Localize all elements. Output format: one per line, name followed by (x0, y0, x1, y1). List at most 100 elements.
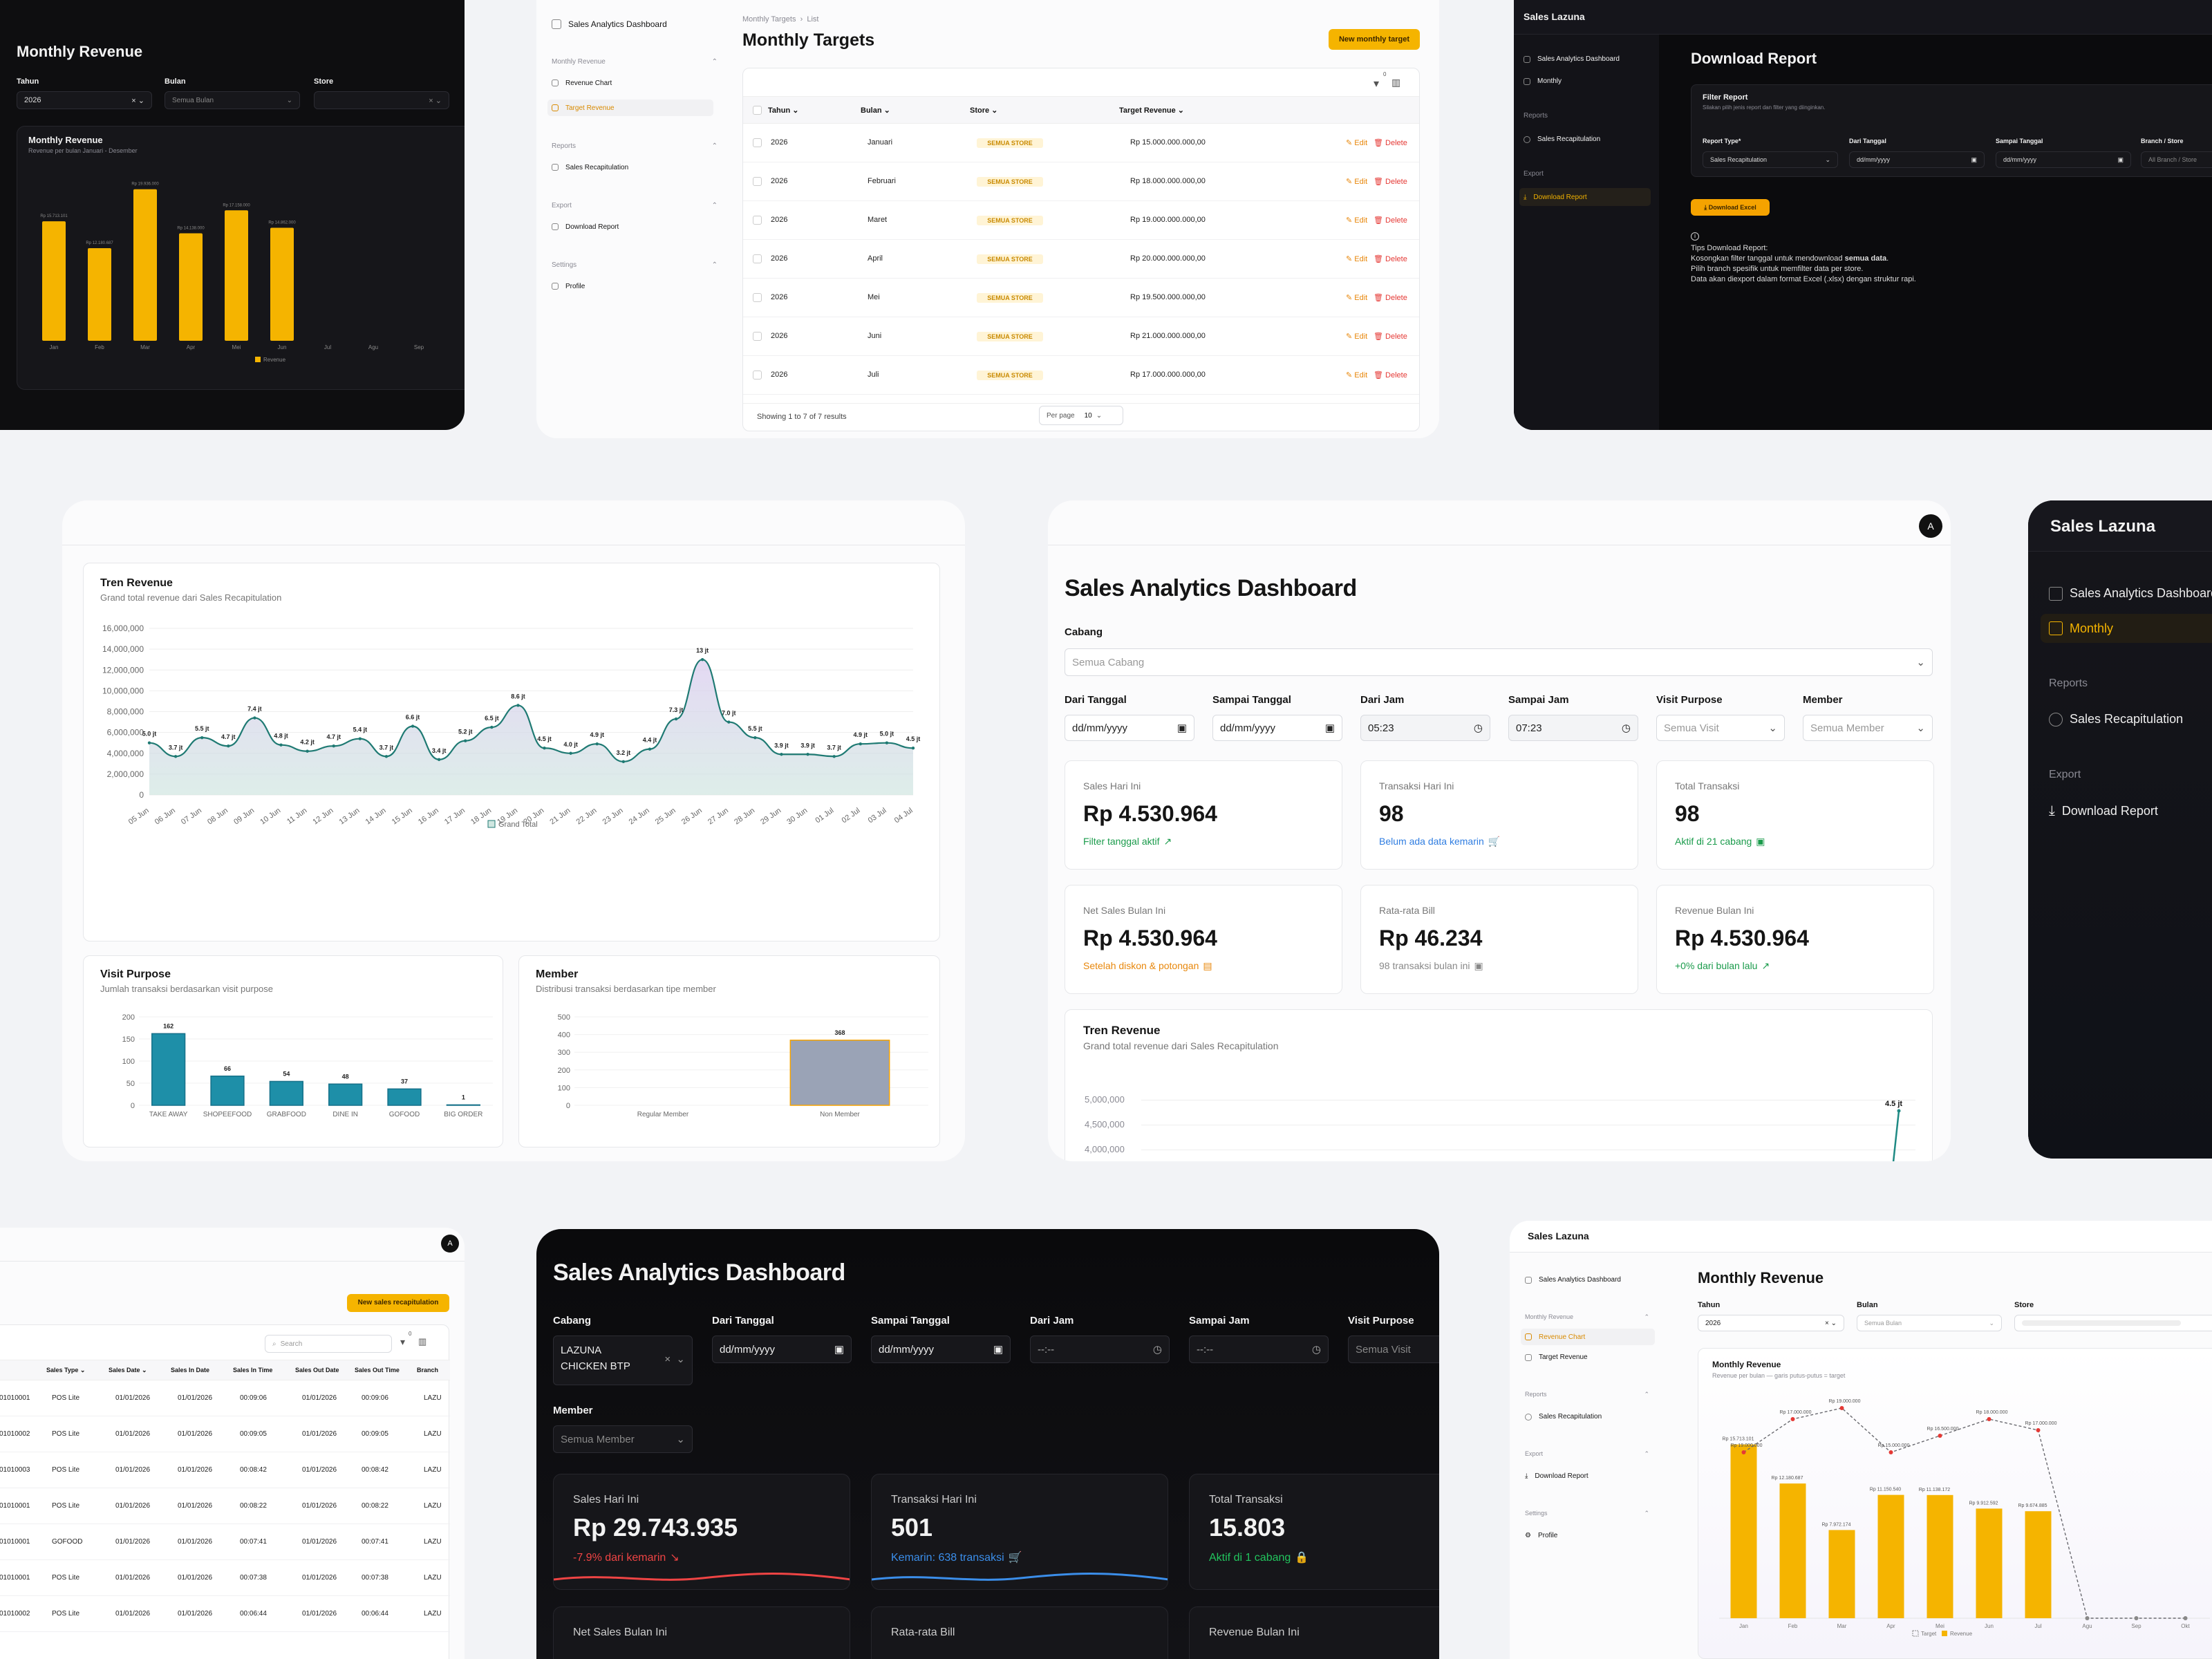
columns-icon[interactable]: ▥ (418, 1336, 427, 1347)
search-input[interactable]: ⌕ Search (265, 1335, 392, 1353)
nav-recap[interactable]: Sales Recapitulation (1525, 1413, 1602, 1421)
nav-group-1[interactable]: Reports ⌃ (552, 142, 718, 150)
columns-icon[interactable]: ▥ (1391, 77, 1401, 88)
calendar-icon[interactable]: ▣ (1177, 722, 1187, 734)
table-row[interactable]: 2026 Januari SEMUA STORE Rp 15.000.000.000,… (743, 124, 1419, 162)
nav-item[interactable]: Target Revenue (547, 100, 713, 116)
table-row[interactable]: 2026 Juni SEMUA STORE Rp 21.000.000.000,00 ✎… (743, 317, 1419, 356)
calendar-icon[interactable]: ▣ (2117, 156, 2124, 163)
table-row[interactable]: 01010002 POS Lite 01/01/2026 01/01/2026 00:0… (0, 1416, 450, 1452)
from-date-input[interactable]: dd/mm/yyyy ▣ (712, 1335, 852, 1363)
nav-item[interactable]: Revenue Chart (552, 75, 718, 91)
row-checkbox[interactable] (753, 371, 762, 379)
breadcrumb-monthly-targets[interactable]: Monthly Targets (742, 15, 796, 24)
edit-link[interactable]: ✎ Edit (1346, 254, 1367, 263)
member-select[interactable]: Semua Member ⌄ (553, 1425, 693, 1453)
delete-link[interactable]: 🗑 Delete (1374, 371, 1407, 379)
download-excel-button[interactable]: ⤓ Download Excel (1691, 199, 1770, 216)
row-checkbox[interactable] (753, 254, 762, 263)
nav-group-monthly[interactable]: Monthly Revenue ⌃ (1525, 1313, 1649, 1321)
member-select[interactable]: Semua Member ⌄ (1803, 715, 1933, 741)
calendar-icon[interactable]: ▣ (993, 1344, 1003, 1356)
to-time-input[interactable]: 07:23 ◷ (1508, 715, 1638, 741)
col-store[interactable]: Store ⌄ (970, 106, 998, 115)
nav-monthly[interactable]: Monthly (1524, 77, 1562, 85)
nav-revenue-chart[interactable]: Revenue Chart (1521, 1329, 1655, 1345)
nav-profile[interactable]: ⚙ Profile (1525, 1532, 1557, 1539)
nav-monthly[interactable]: Monthly (2041, 614, 2212, 643)
calendar-icon[interactable]: ▣ (834, 1344, 844, 1356)
col-header[interactable]: Sales Type ⌄ (46, 1367, 85, 1374)
sidebar-brand[interactable]: Sales Analytics Dashboard (552, 19, 667, 29)
avatar[interactable]: A (1919, 514, 1942, 538)
table-row[interactable]: 2026 Maret SEMUA STORE Rp 19.000.000.000,00… (743, 201, 1419, 240)
to-date-input[interactable]: dd/mm/yyyy ▣ (1996, 151, 2131, 168)
select-all-checkbox[interactable] (753, 106, 762, 115)
to-date-input[interactable]: dd/mm/yyyy ▣ (871, 1335, 1011, 1363)
edit-link[interactable]: ✎ Edit (1346, 138, 1367, 147)
delete-link[interactable]: 🗑 Delete (1374, 332, 1407, 341)
nav-group-export[interactable]: Export ⌃ (1525, 1450, 1649, 1458)
nav-download[interactable]: ⤓ Download Report (2049, 803, 2158, 819)
nav-recap[interactable]: Sales Recapitulation (1524, 135, 1600, 143)
per-page-select[interactable]: Per page 10 ⌄ (1039, 406, 1123, 425)
visit-select[interactable]: Semua Visit ⌄ (1656, 715, 1785, 741)
row-checkbox[interactable] (753, 216, 762, 225)
year-select[interactable]: 2026 × ⌄ (17, 91, 152, 109)
filter-icon[interactable]: ▾ (400, 1336, 406, 1347)
table-row[interactable]: 01010002 POS Lite 01/01/2026 01/01/2026 00:0… (0, 1596, 450, 1632)
nav-group-0[interactable]: Monthly Revenue ⌃ (552, 58, 718, 66)
clock-icon[interactable]: ◷ (1473, 722, 1483, 734)
calendar-icon[interactable]: ▣ (1971, 156, 1977, 163)
from-time-input[interactable]: 05:23 ◷ (1360, 715, 1490, 741)
col-header[interactable]: Sales Out Date (295, 1367, 339, 1374)
filter-icon[interactable]: ▾ (1374, 78, 1380, 90)
nav-dashboard[interactable]: Sales Analytics Dashboard (1524, 55, 1620, 63)
table-row[interactable]: 01010001 POS Lite 01/01/2026 01/01/2026 00:0… (0, 1560, 450, 1596)
to-date-input[interactable]: dd/mm/yyyy ▣ (1212, 715, 1342, 741)
from-date-input[interactable]: dd/mm/yyyy ▣ (1065, 715, 1194, 741)
col-target-revenue[interactable]: Target Revenue ⌄ (1119, 106, 1184, 115)
new-monthly-target-button[interactable]: New monthly target (1329, 29, 1420, 50)
delete-link[interactable]: 🗑 Delete (1374, 216, 1407, 225)
col-header[interactable]: Sales In Date (171, 1367, 209, 1374)
delete-link[interactable]: 🗑 Delete (1374, 254, 1407, 263)
new-sales-recap-button[interactable]: New sales recapitulation (347, 1294, 449, 1312)
delete-link[interactable]: 🗑 Delete (1374, 293, 1407, 302)
from-date-input[interactable]: dd/mm/yyyy ▣ (1849, 151, 1985, 168)
branch-select[interactable]: All Branch / Store (2141, 151, 2212, 168)
table-row[interactable]: 01010001 POS Lite 01/01/2026 01/01/2026 00:0… (0, 1488, 450, 1524)
row-checkbox[interactable] (753, 332, 762, 341)
delete-link[interactable]: 🗑 Delete (1374, 177, 1407, 186)
delete-link[interactable]: 🗑 Delete (1374, 138, 1407, 147)
nav-dashboard[interactable]: Sales Analytics Dashboard (1525, 1276, 1621, 1284)
edit-link[interactable]: ✎ Edit (1346, 216, 1367, 225)
col-header[interactable]: Sales In Time (233, 1367, 272, 1374)
table-row[interactable]: 2026 Februari SEMUA STORE Rp 18.000.000.000… (743, 162, 1419, 201)
month-select[interactable]: Semua Bulan ⌄ (165, 91, 300, 109)
nav-recap[interactable]: Sales Recapitulation (2049, 712, 2183, 727)
nav-group-2[interactable]: Export ⌃ (552, 202, 718, 209)
clock-icon[interactable]: ◷ (1311, 1344, 1321, 1356)
nav-group-3[interactable]: Settings ⌃ (552, 261, 718, 269)
nav-group-reports[interactable]: Reports ⌃ (1525, 1391, 1649, 1398)
col-bulan[interactable]: Bulan ⌄ (861, 106, 890, 115)
cabang-select[interactable]: Semua Cabang ⌄ (1065, 648, 1933, 676)
col-header[interactable]: Sales Date ⌄ (109, 1367, 147, 1374)
table-row[interactable]: 01010001 GOFOOD 01/01/2026 01/01/2026 00:07:… (0, 1524, 450, 1560)
visit-select[interactable]: Semua Visit (1348, 1335, 1439, 1363)
table-row[interactable]: 2026 April SEMUA STORE Rp 20.000.000.000,00… (743, 240, 1419, 279)
year-select[interactable]: 2026 × ⌄ (1698, 1315, 1844, 1331)
store-select[interactable] (2014, 1315, 2212, 1331)
from-time-input[interactable]: --:-- ◷ (1030, 1335, 1170, 1363)
table-row[interactable]: 01010001 POS Lite 01/01/2026 01/01/2026 00:0… (0, 1380, 450, 1416)
col-header[interactable]: Sales Out Time (355, 1367, 400, 1374)
table-row[interactable]: 2026 Mei SEMUA STORE Rp 19.500.000.000,00 ✎ … (743, 279, 1419, 317)
row-checkbox[interactable] (753, 293, 762, 302)
edit-link[interactable]: ✎ Edit (1346, 293, 1367, 302)
nav-item[interactable]: Download Report (552, 218, 718, 235)
nav-item[interactable]: Profile (552, 278, 718, 294)
clock-icon[interactable]: ◷ (1621, 722, 1631, 734)
nav-group-export[interactable]: Export (2049, 769, 2081, 780)
nav-group-reports[interactable]: Reports (2049, 677, 2088, 689)
